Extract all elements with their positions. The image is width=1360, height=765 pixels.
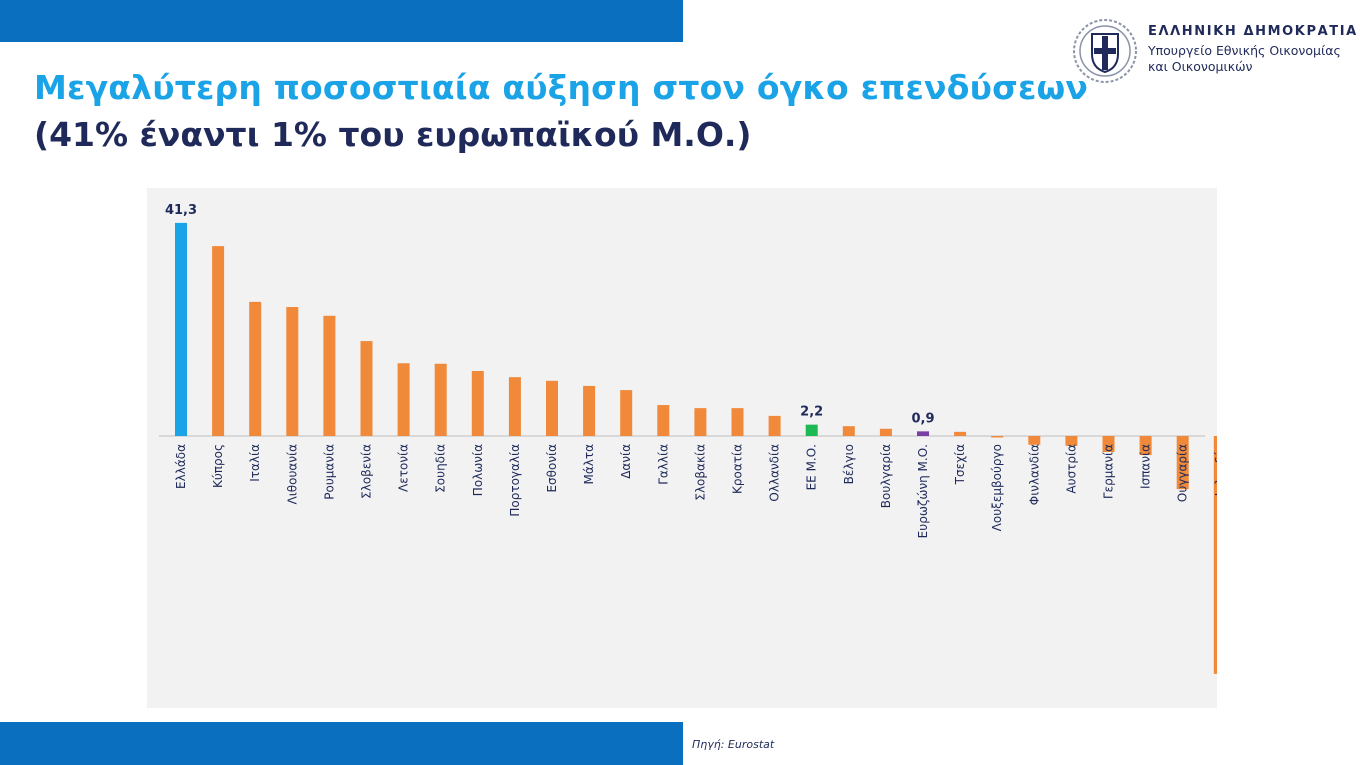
category-label: Λουξεμβούργο: [990, 444, 1004, 531]
category-label: Πορτογαλία: [508, 444, 522, 517]
bar-27: [1176, 436, 1189, 490]
ministry-line-1: Υπουργείο Εθνικής Οικονομίας: [1148, 43, 1341, 58]
bar-7: [434, 363, 447, 436]
org-name: ΕΛΛΗΝΙΚΗ ΔΗΜΟΚΡΑΤΙΑ: [1148, 24, 1358, 39]
top-accent-bar: [0, 0, 683, 42]
bar-28: [1213, 436, 1217, 674]
category-label: Ευρωζώνη Μ.Ο.: [916, 444, 930, 538]
category-label: Λετονία: [397, 444, 411, 492]
ministry-line-2: και Οικονομικών: [1148, 59, 1253, 74]
bar-9: [508, 377, 521, 436]
bar-10: [546, 380, 558, 436]
category-label: Δανία: [619, 444, 633, 479]
bar-17: [805, 424, 818, 436]
category-label: Γερμανία: [1102, 444, 1116, 499]
category-label: Σουηδία: [434, 444, 448, 493]
data-label: 0,9: [911, 411, 934, 426]
category-label: Ιρλανδία: [1213, 444, 1217, 496]
category-label: Σλοβενία: [360, 444, 374, 499]
category-label: Αυστρία: [1064, 444, 1078, 494]
bar-19: [879, 428, 892, 436]
category-label: Κροατία: [731, 444, 745, 494]
bar-21: [954, 431, 967, 436]
title-line-1: Μεγαλύτερη ποσοστιαία αύξηση στον όγκο ε…: [34, 68, 1089, 107]
bar-16: [768, 415, 781, 436]
bar-8: [471, 370, 484, 436]
category-label: Βέλγιο: [842, 444, 856, 484]
bar-chart: Ελλάδα 41,3 Κύπρος Ιταλία Λιθουανία Ρουμανία Σ…: [159, 203, 1217, 674]
source-note: Πηγή: Eurostat: [692, 738, 775, 751]
data-label: 2,2: [800, 405, 823, 420]
category-label: Σλοβακία: [693, 444, 707, 501]
category-label: Πολωνία: [471, 444, 485, 496]
bar-1: [212, 246, 225, 436]
bar-13: [657, 405, 670, 436]
category-label: Εσθονία: [545, 444, 559, 493]
category-label: Λιθουανία: [285, 444, 299, 505]
category-label: Κύπρος: [211, 444, 225, 488]
title-line-2: (41% έναντι 1% του ευρωπαϊκού Μ.Ο.): [34, 115, 752, 154]
bar-12: [620, 390, 633, 436]
chart-area: [147, 188, 1217, 708]
bar-5: [360, 341, 373, 436]
category-label: Ισπανία: [1139, 444, 1153, 489]
bar-0: [175, 222, 187, 436]
ministry-name: Υπουργείο Εθνικής Οικονομίας και Οικονομ…: [1148, 43, 1341, 75]
bar-23: [1028, 436, 1041, 445]
category-label: ΕΕ Μ.Ο.: [805, 444, 819, 490]
bar-22: [991, 436, 1004, 438]
bar-4: [323, 315, 336, 436]
category-label: Ιταλία: [248, 444, 262, 482]
data-label: 41,3: [165, 203, 197, 218]
bottom-accent-bar: [0, 722, 683, 765]
category-label: Βουλγαρία: [879, 444, 893, 508]
bar-14: [694, 408, 707, 436]
bar-24: [1065, 436, 1078, 446]
category-label: Φινλανδία: [1027, 444, 1041, 505]
category-label: Ρουμανία: [322, 444, 336, 500]
bar-26: [1139, 436, 1152, 456]
category-label: Μάλτα: [582, 444, 596, 485]
bar-15: [731, 408, 744, 436]
category-label: Τσεχία: [953, 444, 967, 485]
bar-3: [286, 307, 299, 436]
bar-11: [583, 385, 596, 436]
bar-18: [842, 426, 855, 436]
coat-of-arms-icon: [1073, 19, 1137, 83]
bar-2: [249, 301, 262, 436]
bar-6: [397, 363, 410, 436]
bar-20: [917, 431, 929, 436]
category-label: Ουγγαρία: [1176, 444, 1190, 502]
category-label: Ολλανδία: [768, 444, 782, 502]
category-label: Γαλλία: [656, 444, 670, 485]
category-label: Ελλάδα: [174, 444, 188, 489]
bar-25: [1102, 436, 1115, 452]
